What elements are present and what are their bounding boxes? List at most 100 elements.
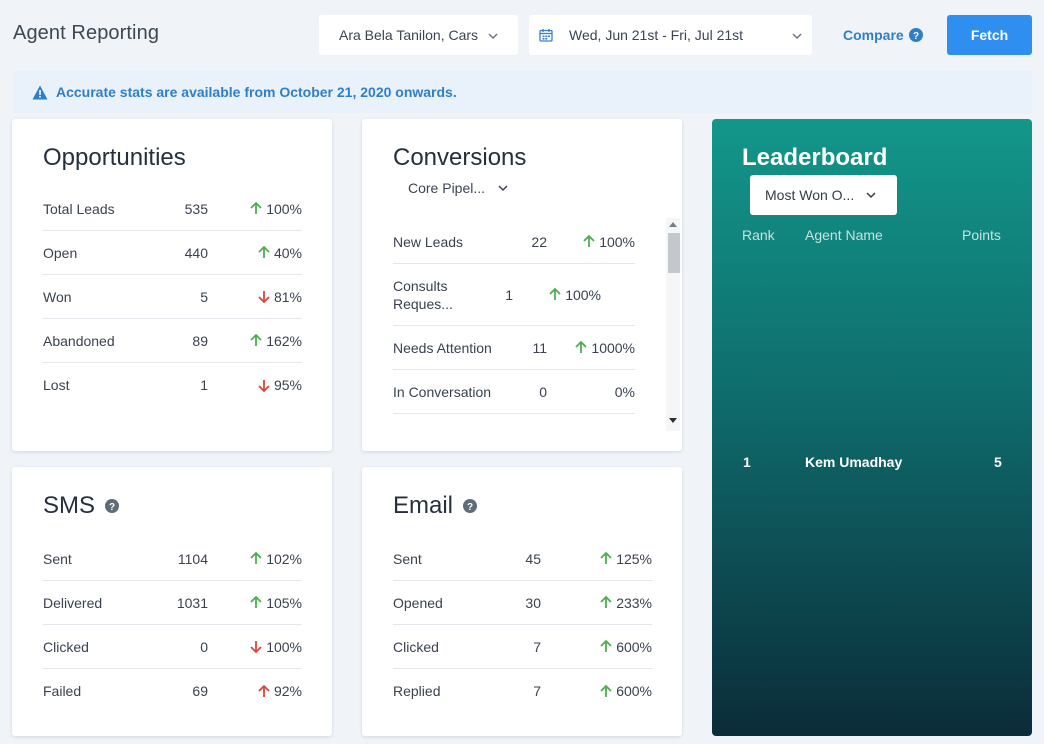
stat-change: 600%: [541, 639, 652, 655]
stat-row: Total Leads 535 100%: [43, 187, 302, 231]
trend-arrow-icon: [258, 379, 270, 392]
svg-text:?: ?: [109, 502, 115, 513]
column-header-agent[interactable]: Agent Name: [805, 227, 883, 243]
stat-change-value: 0%: [614, 383, 635, 400]
compare-link[interactable]: Compare ?: [843, 27, 923, 43]
stat-change-value: 102%: [266, 550, 302, 567]
help-circle-icon[interactable]: ?: [105, 499, 120, 513]
stat-row: New Leads 22 100%: [393, 220, 635, 264]
conversions-scrollbar[interactable]: [666, 218, 680, 431]
stat-label: In Conversation: [393, 383, 492, 400]
stat-label: Won: [43, 288, 72, 305]
stat-change-value: 100%: [266, 200, 302, 217]
stat-change: 233%: [541, 595, 652, 611]
stat-value: 11: [532, 339, 547, 356]
stat-row: Won 5 81%: [43, 275, 302, 319]
stat-label: Failed: [43, 683, 82, 699]
calendar-icon: [539, 28, 553, 42]
stat-row: Sent 45 125%: [393, 537, 652, 581]
stat-change-value: 233%: [616, 594, 652, 611]
trend-arrow-icon: [250, 334, 262, 347]
warning-icon: [32, 85, 48, 100]
stat-change: 81%: [208, 289, 302, 305]
trend-arrow-icon: [583, 235, 595, 248]
trend-arrow-icon: [250, 640, 262, 653]
stat-label: Open: [43, 244, 78, 261]
stat-change: 125%: [541, 551, 652, 567]
stat-change: 100%: [513, 287, 601, 303]
stat-row: Lost 1 95%: [43, 363, 302, 407]
stat-row: Delivered 1031 105%: [43, 581, 302, 625]
chevron-down-icon: [497, 182, 509, 194]
stat-label: Total Leads: [43, 200, 115, 217]
sms-title: SMS ?: [43, 492, 120, 520]
stat-row: Opened 30 233%: [393, 581, 652, 625]
stat-row: Clicked 7 600%: [393, 625, 652, 669]
banner-text: Accurate stats are available from Octobe…: [56, 84, 457, 100]
card-title-text: Email: [393, 492, 454, 519]
stat-value: 5: [200, 288, 208, 305]
stat-change-value: 100%: [266, 638, 302, 655]
trend-arrow-icon: [258, 684, 270, 698]
stat-value: 0: [200, 638, 208, 655]
pipeline-select[interactable]: Core Pipel...: [408, 180, 509, 196]
stat-change: 100%: [208, 639, 302, 655]
fetch-button[interactable]: Fetch: [947, 15, 1032, 55]
stat-label: Clicked: [393, 638, 439, 655]
trend-arrow-icon: [600, 552, 612, 565]
info-banner: Accurate stats are available from Octobe…: [13, 71, 1032, 113]
svg-text:?: ?: [467, 502, 473, 513]
stat-change-value: 40%: [273, 244, 302, 261]
leaderboard-card: Leaderboard Most Won O... Rank Agent Nam…: [712, 119, 1032, 736]
stat-change: 40%: [208, 245, 302, 261]
scroll-up-icon[interactable]: [669, 221, 677, 227]
help-circle-icon[interactable]: ?: [908, 28, 923, 42]
trend-arrow-icon: [258, 246, 270, 259]
stat-label: Needs Attention: [393, 339, 492, 356]
trend-arrow-icon: [258, 290, 270, 303]
leaderboard-metric-select[interactable]: Most Won O...: [750, 175, 897, 215]
sms-card: SMS ? Sent 1104 102% Delivered 1031 105%…: [12, 467, 332, 736]
chevron-down-icon: [487, 29, 499, 45]
stat-label: Opened: [393, 594, 443, 611]
conversions-list: New Leads 22 100% Consults Reques... 1 1…: [393, 220, 635, 414]
stat-value: 1: [505, 286, 513, 303]
column-header-points[interactable]: Points: [962, 227, 1001, 243]
stat-value: 7: [533, 638, 541, 655]
stat-row: Consults Reques... 1 100%: [393, 264, 635, 326]
chevron-down-icon: [791, 29, 803, 45]
stat-change: 600%: [541, 683, 652, 699]
stat-label: Replied: [393, 683, 441, 699]
help-circle-icon[interactable]: ?: [463, 499, 478, 513]
stat-change: 102%: [208, 551, 302, 567]
stat-label: Abandoned: [43, 332, 115, 349]
stat-value: 89: [192, 332, 208, 349]
stat-value: 1104: [177, 550, 208, 567]
conversions-scroll-area[interactable]: New Leads 22 100% Consults Reques... 1 1…: [393, 220, 635, 430]
stat-change-value: 600%: [616, 683, 652, 699]
stat-value: 440: [184, 244, 208, 261]
agent-select[interactable]: Ara Bela Tanilon, Cars: [319, 15, 518, 55]
trend-arrow-icon: [250, 596, 262, 609]
conversions-card: Conversions Core Pipel... New Leads 22 1…: [362, 119, 682, 451]
stat-label: Clicked: [43, 638, 89, 655]
stat-change-value: 95%: [273, 377, 302, 393]
stat-value: 0: [539, 383, 547, 400]
column-header-rank[interactable]: Rank: [742, 227, 775, 243]
scrollbar-thumb[interactable]: [668, 233, 680, 273]
leaderboard-agent-name: Kem Umadhay: [805, 454, 903, 470]
stat-label: Delivered: [43, 594, 103, 611]
stat-label: Lost: [43, 377, 70, 393]
trend-arrow-icon: [575, 341, 588, 354]
stat-change: 92%: [208, 683, 302, 699]
stat-row: Replied 7 600%: [393, 669, 652, 713]
scroll-down-icon[interactable]: [669, 418, 677, 424]
card-title-text: Conversions: [393, 144, 527, 171]
trend-arrow-icon: [250, 202, 262, 215]
stat-change-value: 600%: [616, 638, 652, 655]
trend-arrow-icon: [250, 552, 262, 565]
date-range-select[interactable]: Wed, Jun 21st - Fri, Jul 21st: [529, 15, 812, 55]
stat-value: 30: [525, 594, 541, 611]
stat-change-value: 92%: [273, 683, 302, 699]
leaderboard-points: 5: [994, 454, 1002, 470]
